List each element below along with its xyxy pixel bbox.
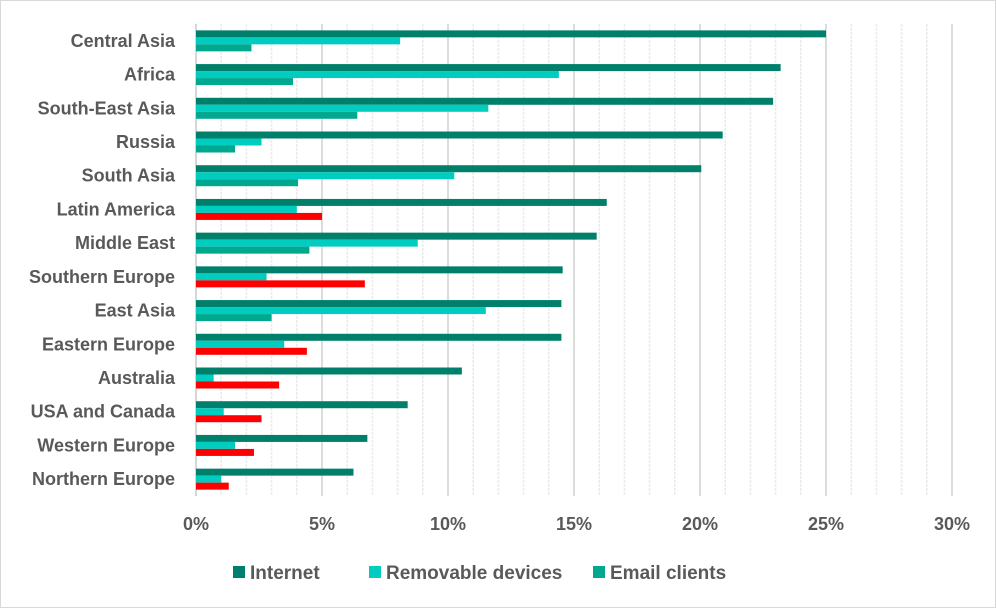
- bar-internet-south-asia: [196, 165, 702, 173]
- category-label: Western Europe: [37, 435, 175, 455]
- bar-removable-devices-northern-europe: [196, 475, 222, 483]
- bar-email-clients-south-asia: [196, 179, 299, 187]
- category-label: South Asia: [82, 166, 176, 186]
- bar-removable-devices-east-asia: [196, 307, 486, 315]
- bar-email-clients-southern-europe: [196, 280, 365, 288]
- bar-internet-east-asia: [196, 300, 562, 308]
- gridlines: [195, 24, 953, 496]
- bar-internet-eastern-europe: [196, 333, 562, 341]
- x-tick-labels: 0% 5% 10% 15% 20% 25% 30%: [183, 514, 970, 534]
- category-label: Russia: [116, 132, 176, 152]
- bar-removable-devices-middle-east: [196, 239, 418, 247]
- bar-internet-africa: [196, 64, 781, 72]
- legend-label: Internet: [250, 563, 320, 584]
- category-label: Latin America: [57, 199, 176, 219]
- bar-email-clients-central-asia: [196, 44, 252, 52]
- category-label: Australia: [98, 368, 176, 388]
- bar-removable-devices-usa-and-canada: [196, 408, 224, 416]
- x-tick-label: 15%: [556, 514, 592, 534]
- bar-internet-southern-europe: [196, 266, 563, 274]
- bar-removable-devices-south-asia: [196, 172, 455, 180]
- legend-swatch-removable-devices: [369, 566, 381, 578]
- bar-removable-devices-australia: [196, 374, 214, 382]
- category-label: South-East Asia: [38, 98, 176, 118]
- legend-swatch-email-clients: [593, 566, 605, 578]
- x-tick-label: 20%: [682, 514, 718, 534]
- bar-removable-devices-central-asia: [196, 37, 401, 45]
- bar-email-clients-middle-east: [196, 246, 310, 254]
- bar-email-clients-eastern-europe: [196, 347, 307, 355]
- category-label: Eastern Europe: [42, 334, 175, 354]
- bar-internet-middle-east: [196, 232, 597, 240]
- bar-removable-devices-africa: [196, 71, 559, 79]
- x-tick-label: 5%: [309, 514, 335, 534]
- bar-removable-devices-southern-europe: [196, 273, 267, 281]
- bar-email-clients-russia: [196, 145, 236, 153]
- bar-internet-usa-and-canada: [196, 401, 408, 409]
- bar-removable-devices-russia: [196, 138, 262, 146]
- bar-email-clients-south-east-asia: [196, 111, 358, 119]
- x-tick-label: 0%: [183, 514, 209, 534]
- bars: [196, 30, 826, 490]
- legend-swatch-internet: [233, 566, 245, 578]
- bar-email-clients-usa-and-canada: [196, 415, 262, 423]
- bar-email-clients-western-europe: [196, 448, 254, 456]
- bar-internet-south-east-asia: [196, 97, 774, 105]
- category-label: Africa: [124, 65, 176, 85]
- category-label: Middle East: [75, 233, 175, 253]
- x-tick-label: 25%: [808, 514, 844, 534]
- bar-internet-latin-america: [196, 198, 607, 206]
- bar-internet-central-asia: [196, 30, 826, 38]
- legend: Internet Removable devices Email clients: [233, 563, 726, 584]
- bar-removable-devices-south-east-asia: [196, 104, 489, 112]
- bar-removable-devices-western-europe: [196, 441, 236, 449]
- category-label: Central Asia: [71, 31, 176, 51]
- bar-email-clients-latin-america: [196, 212, 322, 220]
- bar-internet-northern-europe: [196, 468, 354, 476]
- category-labels: Central Asia Africa South-East Asia Russia S…: [29, 31, 176, 489]
- bar-email-clients-east-asia: [196, 314, 272, 322]
- legend-label: Removable devices: [386, 563, 562, 584]
- x-tick-label: 10%: [430, 514, 466, 534]
- category-label: USA and Canada: [31, 402, 176, 422]
- bar-internet-russia: [196, 131, 723, 139]
- bar-internet-western-europe: [196, 434, 368, 442]
- bar-email-clients-africa: [196, 78, 294, 86]
- category-label: East Asia: [95, 301, 176, 321]
- bar-email-clients-northern-europe: [196, 482, 229, 490]
- x-tick-label: 30%: [934, 514, 970, 534]
- category-label: Northern Europe: [32, 469, 175, 489]
- bar-removable-devices-eastern-europe: [196, 340, 285, 348]
- bar-email-clients-australia: [196, 381, 280, 389]
- bar-internet-australia: [196, 367, 462, 375]
- category-label: Southern Europe: [29, 267, 175, 287]
- legend-label: Email clients: [610, 563, 726, 584]
- bar-removable-devices-latin-america: [196, 205, 297, 213]
